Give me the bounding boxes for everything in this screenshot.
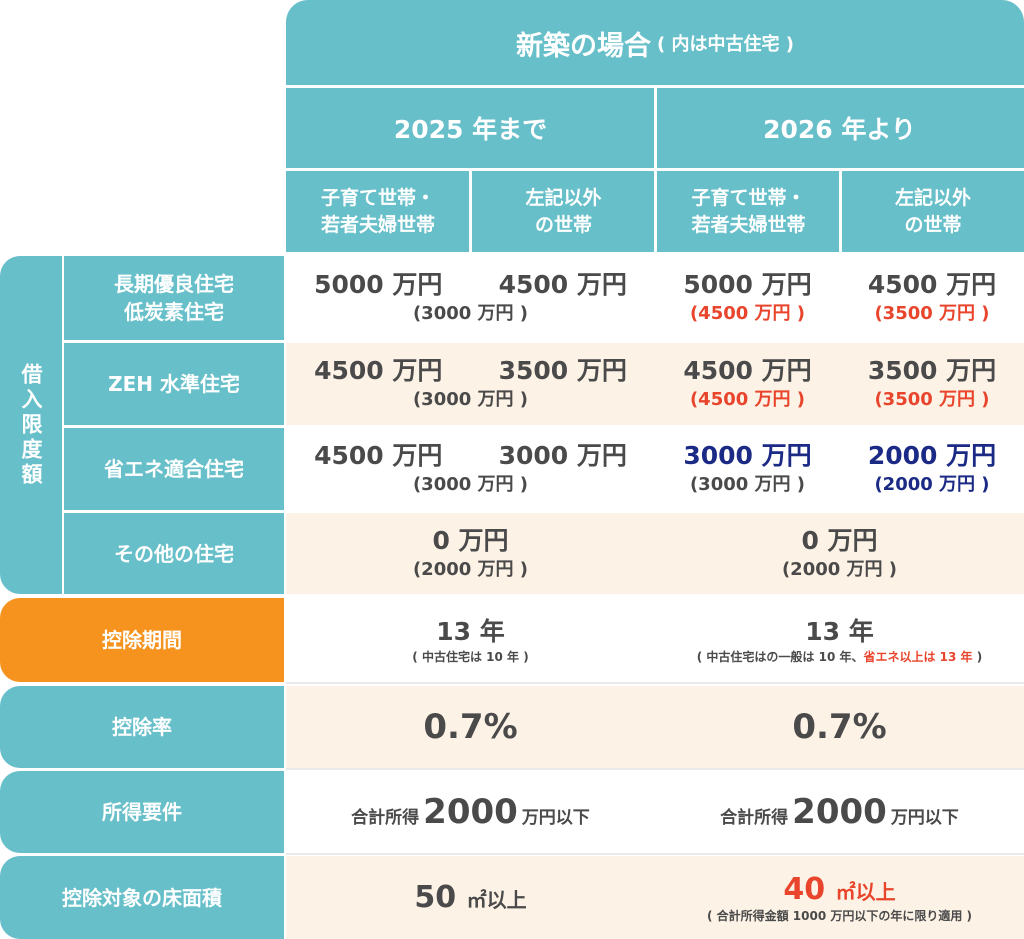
cell-other-2026: 0 万円 (2000 万円 ) bbox=[781, 525, 898, 580]
row-label-income: 所得要件 bbox=[0, 771, 284, 853]
cell-zeh-2025: 4500 万円 3500 万円 (3000 万円 ) bbox=[314, 356, 627, 410]
sub-header-2025-other: 左記以外 の世帯 bbox=[525, 186, 602, 236]
row-label-floor: 控除対象の床面積 bbox=[0, 856, 284, 939]
cell-long-term-2026-child: 5000 万円 (4500 万円 ) bbox=[683, 270, 812, 324]
cell-long-term-2025: 5000 万円 4500 万円 (3000 万円 ) bbox=[314, 270, 627, 324]
sub-header-2026-child: 子育て世帯・ 若者夫婦世帯 bbox=[691, 186, 806, 236]
cell-long-term-2026-other: 4500 万円 (3500 万円 ) bbox=[867, 270, 997, 324]
cell-energy-2026-child: 3000 万円 (3000 万円 ) bbox=[683, 441, 812, 495]
row-label-energy: 省エネ適合住宅 bbox=[64, 428, 284, 510]
side-label-text: 借入限度額 bbox=[19, 362, 43, 488]
sub-header-2026-other: 左記以外 の世帯 bbox=[894, 186, 971, 236]
cell-floor-2026: 40 ㎡以上 ( 合計所得金額 1000 万円以下の年に限り適用 ) bbox=[706, 871, 973, 923]
cell-rate-2025: 0.7% bbox=[423, 707, 518, 747]
cell-period-2025: 13 年 ( 中古住宅は 10 年 ) bbox=[412, 616, 529, 664]
row-label-period: 控除期間 bbox=[0, 598, 284, 682]
cell-income-2026: 合計所得 2000 万円以下 bbox=[720, 792, 959, 832]
cell-income-2025: 合計所得 2000 万円以下 bbox=[351, 792, 590, 832]
row-label-long-term: 長期優良住宅 低炭素住宅 bbox=[64, 256, 284, 340]
row-label-other: その他の住宅 bbox=[64, 513, 284, 594]
col-header-2026: 2026 年より bbox=[763, 115, 916, 144]
row-label-zeh: ZEH 水準住宅 bbox=[64, 343, 284, 425]
row-label-rate: 控除率 bbox=[0, 686, 284, 768]
col-header-2025: 2025 年まで bbox=[393, 115, 548, 144]
sub-header-2025-child: 子育て世帯・ 若者夫婦世帯 bbox=[320, 186, 435, 236]
page-title: 新築の場合( 内は中古住宅 ) bbox=[516, 30, 794, 62]
cell-zeh-2026-child: 4500 万円 (4500 万円 ) bbox=[683, 356, 812, 410]
cell-period-2026: 13 年 ( 中古住宅はの一般は 10 年、省エネ以上は 13 年 ) bbox=[696, 616, 983, 664]
cell-rate-2026: 0.7% bbox=[792, 707, 887, 747]
cell-energy-2026-other: 2000 万円 (2000 万円 ) bbox=[867, 441, 997, 495]
cell-zeh-2026-other: 3500 万円 (3500 万円 ) bbox=[867, 356, 997, 410]
cell-floor-2025: 50 ㎡以上 bbox=[414, 880, 527, 915]
cell-energy-2025: 4500 万円 3000 万円 (3000 万円 ) bbox=[314, 441, 627, 495]
side-label-block: 借入限度額 bbox=[0, 256, 62, 594]
cell-other-2025: 0 万円 (2000 万円 ) bbox=[412, 525, 529, 580]
